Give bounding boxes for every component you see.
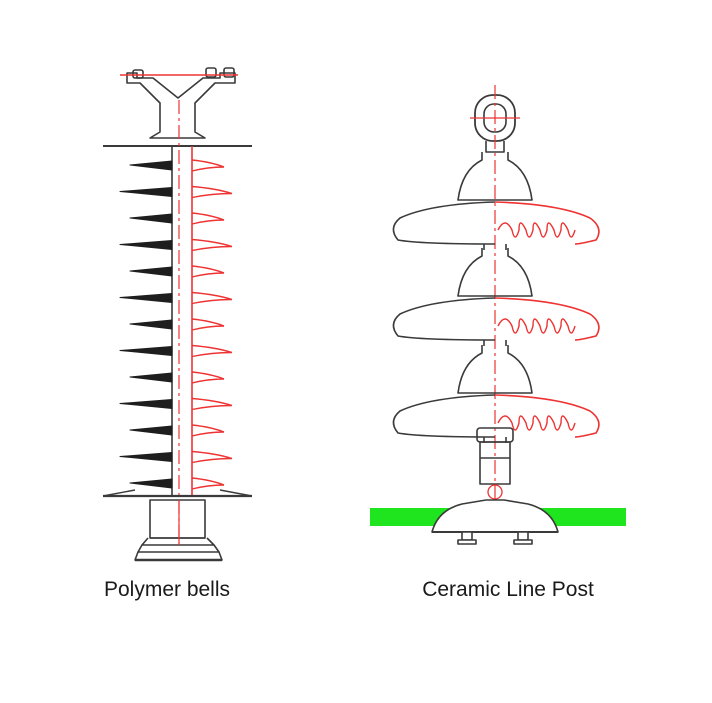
polymer-insulator-drawing (102, 67, 253, 562)
polymer-red-shed (191, 159, 225, 172)
ceramic-shed (392, 248, 600, 346)
polymer-dark-sheds (119, 160, 173, 489)
ceramic-pedestal (476, 427, 514, 485)
ceramic-sheds (392, 152, 600, 443)
polymer-red-shed (191, 265, 225, 278)
polymer-red-shed (191, 238, 233, 252)
polymer-red-shed (191, 212, 225, 225)
polymer-dark-shed (129, 425, 173, 436)
caption-ceramic-line-post: Ceramic Line Post (422, 578, 594, 601)
polymer-red-shed (191, 185, 233, 199)
polymer-red-sheds (191, 159, 233, 490)
polymer-red-shed (191, 477, 225, 490)
polymer-red-shed (191, 450, 233, 464)
polymer-dark-shed (129, 213, 173, 224)
ceramic-base-clamp (431, 499, 559, 545)
polymer-base-fitting (134, 499, 223, 562)
polymer-dark-shed (119, 187, 173, 197)
polymer-red-shed (191, 397, 233, 411)
ceramic-shed (392, 152, 600, 250)
polymer-dark-shed (129, 478, 173, 489)
polymer-bottom-flange-taper (102, 489, 253, 497)
polymer-dark-shed (129, 319, 173, 330)
polymer-red-shed (191, 371, 225, 384)
polymer-red-shed (191, 424, 225, 437)
polymer-red-shed (191, 291, 233, 305)
polymer-dark-shed (129, 160, 173, 171)
polymer-red-shed (191, 318, 225, 331)
ceramic-shed (392, 345, 600, 443)
ceramic-pedestal-bolt (487, 484, 503, 500)
polymer-dark-shed (129, 266, 173, 277)
polymer-dark-shed (129, 372, 173, 383)
ceramic-insulator-drawing (370, 85, 626, 545)
polymer-top-yoke (126, 67, 236, 139)
polymer-dark-shed (119, 452, 173, 462)
polymer-dark-shed (119, 399, 173, 409)
polymer-dark-shed (119, 293, 173, 303)
polymer-dark-shed (119, 240, 173, 250)
caption-polymer-bells: Polymer bells (103, 578, 231, 601)
polymer-dark-shed (119, 346, 173, 356)
polymer-red-shed (191, 344, 233, 358)
